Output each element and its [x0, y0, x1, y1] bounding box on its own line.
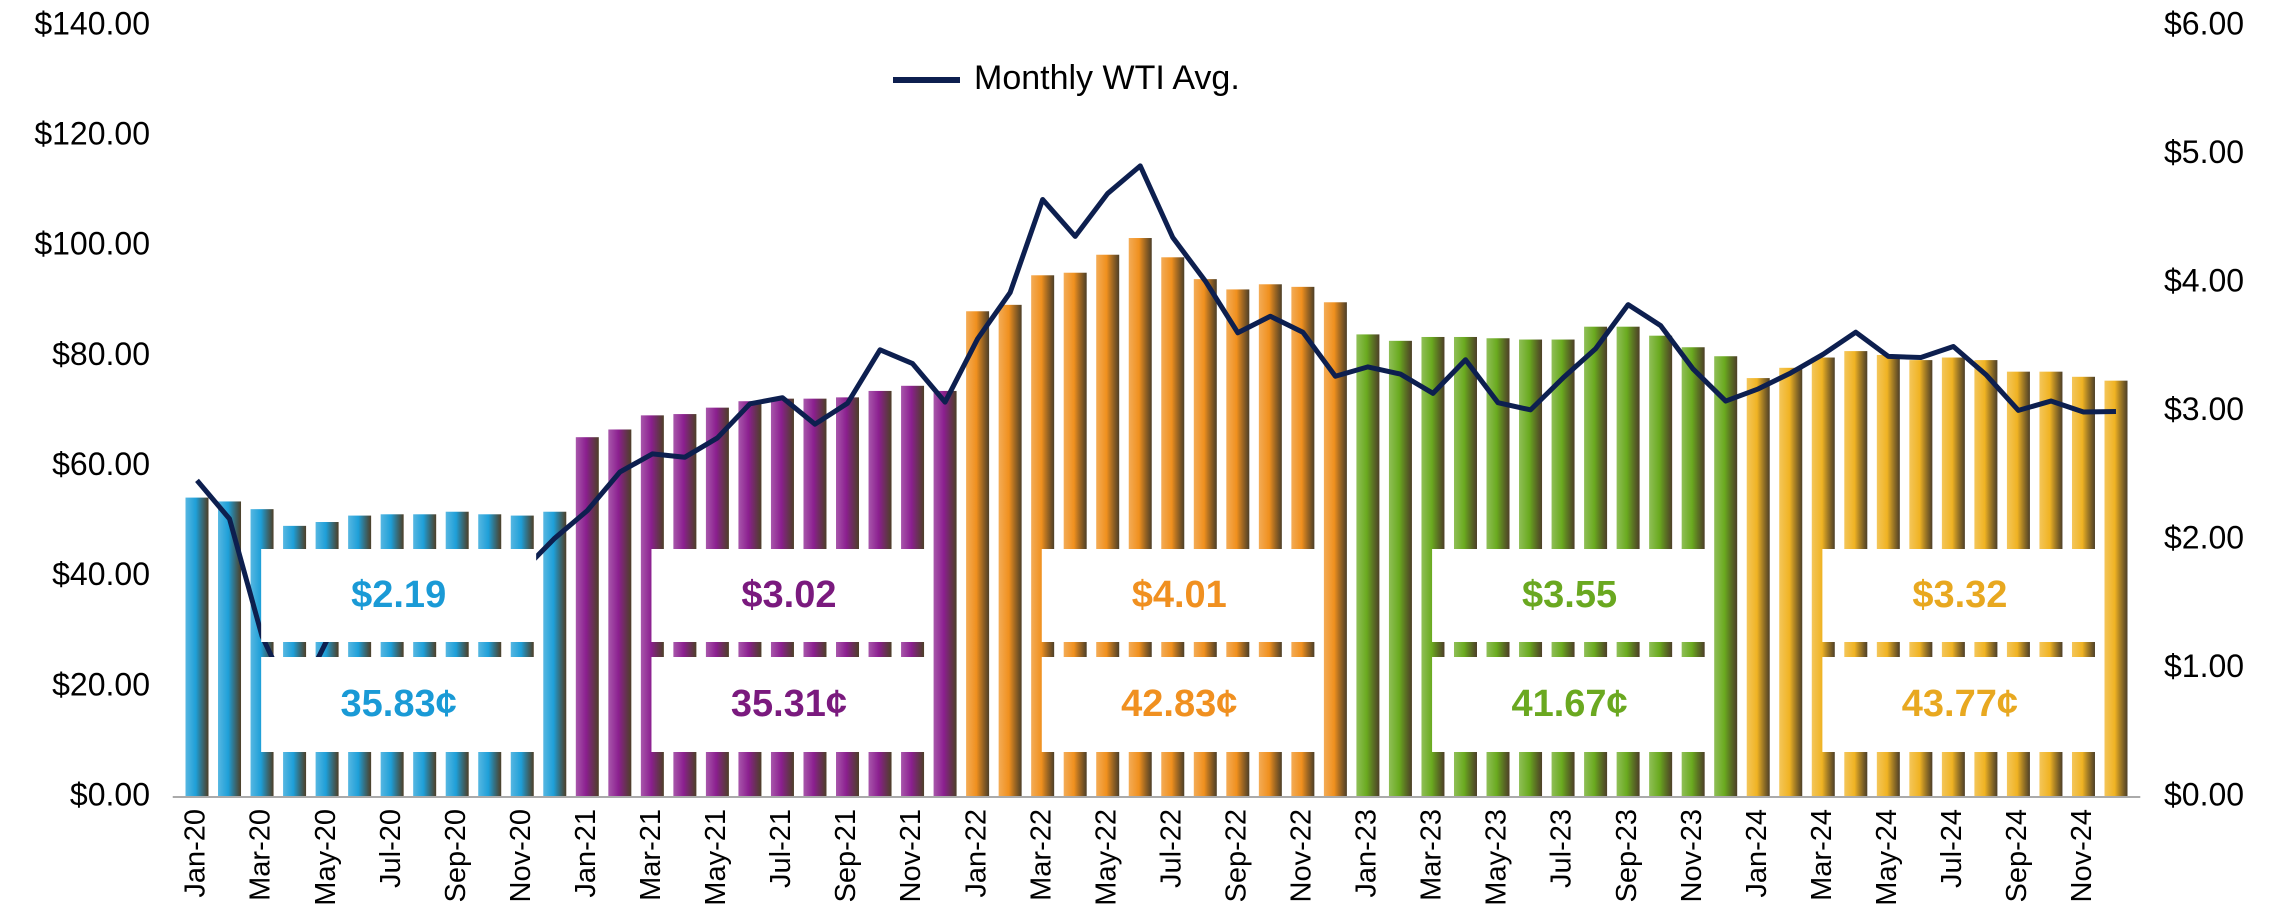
annotation-box — [261, 657, 537, 752]
x-tick-label: Jul-21 — [765, 809, 797, 888]
annotation-text: $3.55 — [1522, 574, 1617, 616]
bar — [2104, 380, 2128, 797]
x-tick-label: Jan-24 — [1741, 809, 1773, 898]
x-tick-label: Sep-22 — [1220, 809, 1252, 903]
bar — [1388, 340, 1412, 797]
x-tick-label: Sep-21 — [830, 809, 862, 903]
x-tick-label: May-23 — [1481, 809, 1513, 906]
x-tick-label: Nov-20 — [505, 809, 537, 903]
bar — [1746, 378, 1770, 797]
x-tick-label: Jul-22 — [1155, 809, 1187, 888]
x-tick-label: Nov-21 — [895, 809, 927, 903]
x-tick-label: Mar-23 — [1416, 809, 1448, 901]
x-tick-label: Sep-24 — [2001, 809, 2033, 903]
x-tick-label: May-21 — [700, 809, 732, 906]
annotation-box — [1041, 549, 1317, 642]
y2-tick-label: $2.00 — [2164, 519, 2244, 555]
x-tick-label: Mar-20 — [245, 809, 277, 901]
bar — [998, 304, 1022, 797]
y2-tick-label: $6.00 — [2164, 5, 2244, 41]
x-tick-label: Jul-20 — [375, 809, 407, 888]
bar — [1714, 356, 1738, 797]
y2-tick-label: $0.00 — [2164, 776, 2244, 812]
annotation-text: $3.02 — [741, 574, 836, 616]
x-tick-label: Jul-23 — [1546, 809, 1578, 888]
annotation-text: 41.67¢ — [1511, 683, 1627, 725]
bar — [575, 437, 599, 797]
x-tick-label: Nov-24 — [2066, 809, 2098, 903]
y-tick-label: $120.00 — [34, 116, 150, 152]
y-tick-label: $100.00 — [34, 226, 150, 262]
annotation-text: 43.77¢ — [1902, 683, 2018, 725]
x-tick-label: Mar-24 — [1806, 809, 1838, 901]
y-tick-label: $20.00 — [52, 666, 150, 702]
bar — [1779, 367, 1803, 797]
y-tick-label: $40.00 — [52, 556, 150, 592]
x-tick-label: Jan-23 — [1351, 809, 1383, 898]
x-tick-label: Mar-21 — [635, 809, 667, 901]
annotation-text: $4.01 — [1132, 574, 1227, 616]
annotation-box — [1822, 549, 2098, 642]
annotation-text: 35.31¢ — [731, 683, 847, 725]
annotation-box — [1432, 657, 1708, 752]
x-tick-label: May-22 — [1090, 809, 1122, 906]
annotation-box — [1041, 657, 1317, 752]
bar — [608, 429, 632, 797]
x-tick-label: May-20 — [310, 809, 342, 906]
annotation-text: $2.19 — [351, 574, 446, 616]
annotation-text: 35.83¢ — [341, 683, 457, 725]
annotation-box — [651, 657, 927, 752]
bar — [966, 311, 990, 797]
annotation-box — [261, 549, 537, 642]
bar — [933, 390, 957, 797]
y2-tick-label: $4.00 — [2164, 262, 2244, 298]
y-tick-label: $140.00 — [34, 5, 150, 41]
bar — [185, 497, 209, 797]
y-tick-label: $0.00 — [70, 776, 150, 812]
legend-label: Monthly WTI Avg. — [974, 59, 1240, 97]
bar — [1356, 334, 1380, 797]
x-tick-label: Nov-23 — [1676, 809, 1708, 903]
x-tick-label: Sep-20 — [440, 809, 472, 903]
y2-tick-label: $1.00 — [2164, 648, 2244, 684]
x-tick-label: Jan-22 — [960, 809, 992, 898]
y-tick-label: $80.00 — [52, 336, 150, 372]
y2-tick-label: $3.00 — [2164, 391, 2244, 427]
x-tick-label: Mar-22 — [1025, 809, 1057, 901]
annotation-text: $3.32 — [1912, 574, 2007, 616]
bar — [218, 501, 242, 797]
bar — [543, 511, 567, 797]
annotation-box — [651, 549, 927, 642]
x-tick-label: Jul-24 — [1936, 809, 1968, 888]
annotation-box — [1822, 657, 2098, 752]
y2-tick-label: $5.00 — [2164, 134, 2244, 170]
x-tick-label: Jan-21 — [570, 809, 602, 898]
x-tick-label: Nov-22 — [1286, 809, 1318, 903]
y-tick-label: $60.00 — [52, 446, 150, 482]
x-tick-label: Sep-23 — [1611, 809, 1643, 903]
x-tick-label: Jan-20 — [180, 809, 212, 898]
annotation-box — [1432, 549, 1708, 642]
bar — [1323, 302, 1347, 797]
annotation-text: 42.83¢ — [1121, 683, 1237, 725]
x-tick-label: May-24 — [1871, 809, 1903, 906]
